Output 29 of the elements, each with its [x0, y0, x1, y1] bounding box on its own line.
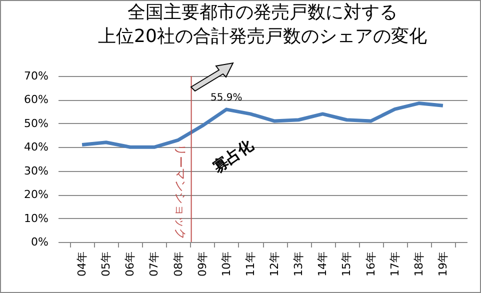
x-tick-label: 10年 [220, 252, 233, 276]
x-tick-label: 05年 [100, 252, 113, 276]
x-tick-label: 12年 [268, 252, 282, 276]
x-tick-label: 13年 [292, 252, 306, 276]
y-tick-label: 50% [24, 116, 48, 130]
text: 上位20社の合計発売戸数のシェアの変化 [98, 26, 427, 47]
annotation: 寡占化 [208, 135, 258, 177]
y-tick-label: 0% [31, 236, 48, 248]
x-tick-label: 16年 [364, 252, 378, 276]
y-tick-label: 10% [24, 212, 48, 225]
x-tick-label: 08年 [172, 252, 185, 276]
annotation: 55.9% [210, 92, 242, 104]
x-tick-label: 07年 [148, 252, 161, 276]
x-tick-label: 14年 [316, 252, 330, 276]
y-tick-label: 70% [24, 70, 48, 82]
x-tick-label: 17年 [388, 252, 402, 276]
y-tick-label: 40% [24, 140, 48, 154]
x-tick-label: 09年 [196, 252, 209, 276]
ref-line-label: リーマンショック [173, 144, 188, 240]
y-tick-label: 60% [24, 93, 48, 106]
x-tick-label: 15年 [340, 252, 354, 276]
x-tick-label: 18年 [412, 252, 426, 276]
y-tick-label: 20% [24, 188, 48, 202]
x-tick-label: 04年 [76, 252, 89, 276]
x-tick-label: 19年 [436, 252, 450, 276]
x-tick-label: 11年 [244, 252, 257, 276]
y-tick-label: 30% [24, 164, 48, 178]
text: 全国主要都市の発売戸数に対する [128, 2, 398, 23]
x-tick-label: 06年 [124, 252, 137, 276]
